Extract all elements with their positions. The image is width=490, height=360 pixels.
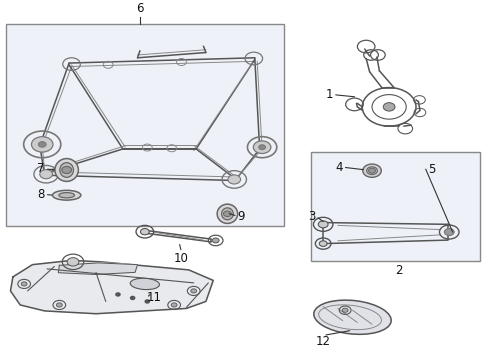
- Circle shape: [21, 282, 27, 286]
- Text: 7: 7: [37, 162, 45, 175]
- Ellipse shape: [60, 163, 74, 177]
- Text: 12: 12: [316, 336, 331, 348]
- Text: 4: 4: [335, 161, 343, 174]
- Text: 11: 11: [147, 292, 161, 305]
- Circle shape: [259, 145, 266, 150]
- Ellipse shape: [59, 193, 74, 198]
- Ellipse shape: [130, 278, 159, 289]
- Circle shape: [131, 297, 135, 300]
- Bar: [311, 152, 480, 261]
- Circle shape: [67, 258, 79, 266]
- Circle shape: [40, 170, 52, 179]
- Polygon shape: [58, 263, 138, 274]
- Circle shape: [171, 303, 177, 307]
- Circle shape: [56, 303, 62, 307]
- Ellipse shape: [367, 167, 377, 175]
- Text: 2: 2: [395, 264, 403, 277]
- Bar: [5, 24, 284, 226]
- Circle shape: [319, 241, 327, 246]
- Circle shape: [383, 103, 395, 111]
- Text: 8: 8: [37, 188, 45, 201]
- Text: 10: 10: [174, 252, 189, 265]
- Ellipse shape: [52, 190, 81, 200]
- Circle shape: [191, 289, 196, 293]
- Circle shape: [318, 221, 328, 228]
- Text: 1: 1: [325, 88, 333, 101]
- Circle shape: [62, 166, 72, 174]
- Ellipse shape: [363, 164, 381, 177]
- Polygon shape: [10, 260, 213, 314]
- Ellipse shape: [55, 159, 78, 181]
- Circle shape: [342, 308, 348, 312]
- Circle shape: [253, 141, 271, 153]
- Ellipse shape: [314, 300, 391, 334]
- Text: 5: 5: [428, 163, 436, 176]
- Text: 9: 9: [238, 210, 245, 223]
- Circle shape: [212, 238, 219, 243]
- Circle shape: [444, 229, 454, 235]
- Text: 3: 3: [309, 210, 316, 223]
- Circle shape: [228, 175, 241, 184]
- Ellipse shape: [221, 208, 233, 220]
- Ellipse shape: [217, 204, 238, 224]
- Circle shape: [368, 168, 375, 173]
- Circle shape: [31, 137, 53, 152]
- Circle shape: [146, 300, 149, 303]
- Text: 6: 6: [136, 2, 144, 15]
- Circle shape: [141, 229, 149, 235]
- Circle shape: [223, 211, 231, 217]
- Circle shape: [116, 293, 120, 296]
- Circle shape: [38, 141, 46, 147]
